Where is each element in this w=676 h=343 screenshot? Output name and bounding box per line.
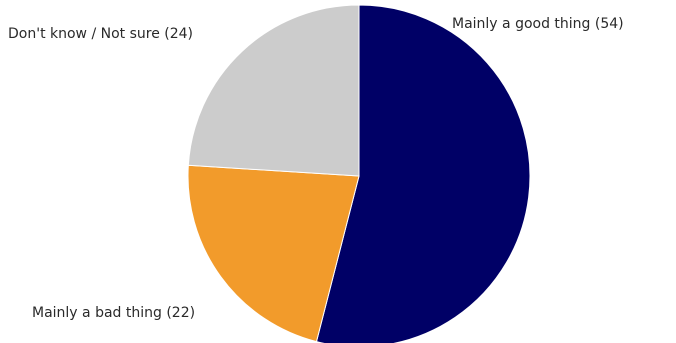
slice-good [315, 4, 531, 343]
slice-label-dont-know: Don't know / Not sure (24) [8, 26, 193, 42]
slice-bad [187, 164, 360, 343]
slice-label-bad: Mainly a bad thing (22) [32, 305, 195, 321]
slice-label-good: Mainly a good thing (54) [452, 16, 624, 32]
pie-slices [187, 4, 531, 343]
slice-dont-know [187, 4, 360, 177]
